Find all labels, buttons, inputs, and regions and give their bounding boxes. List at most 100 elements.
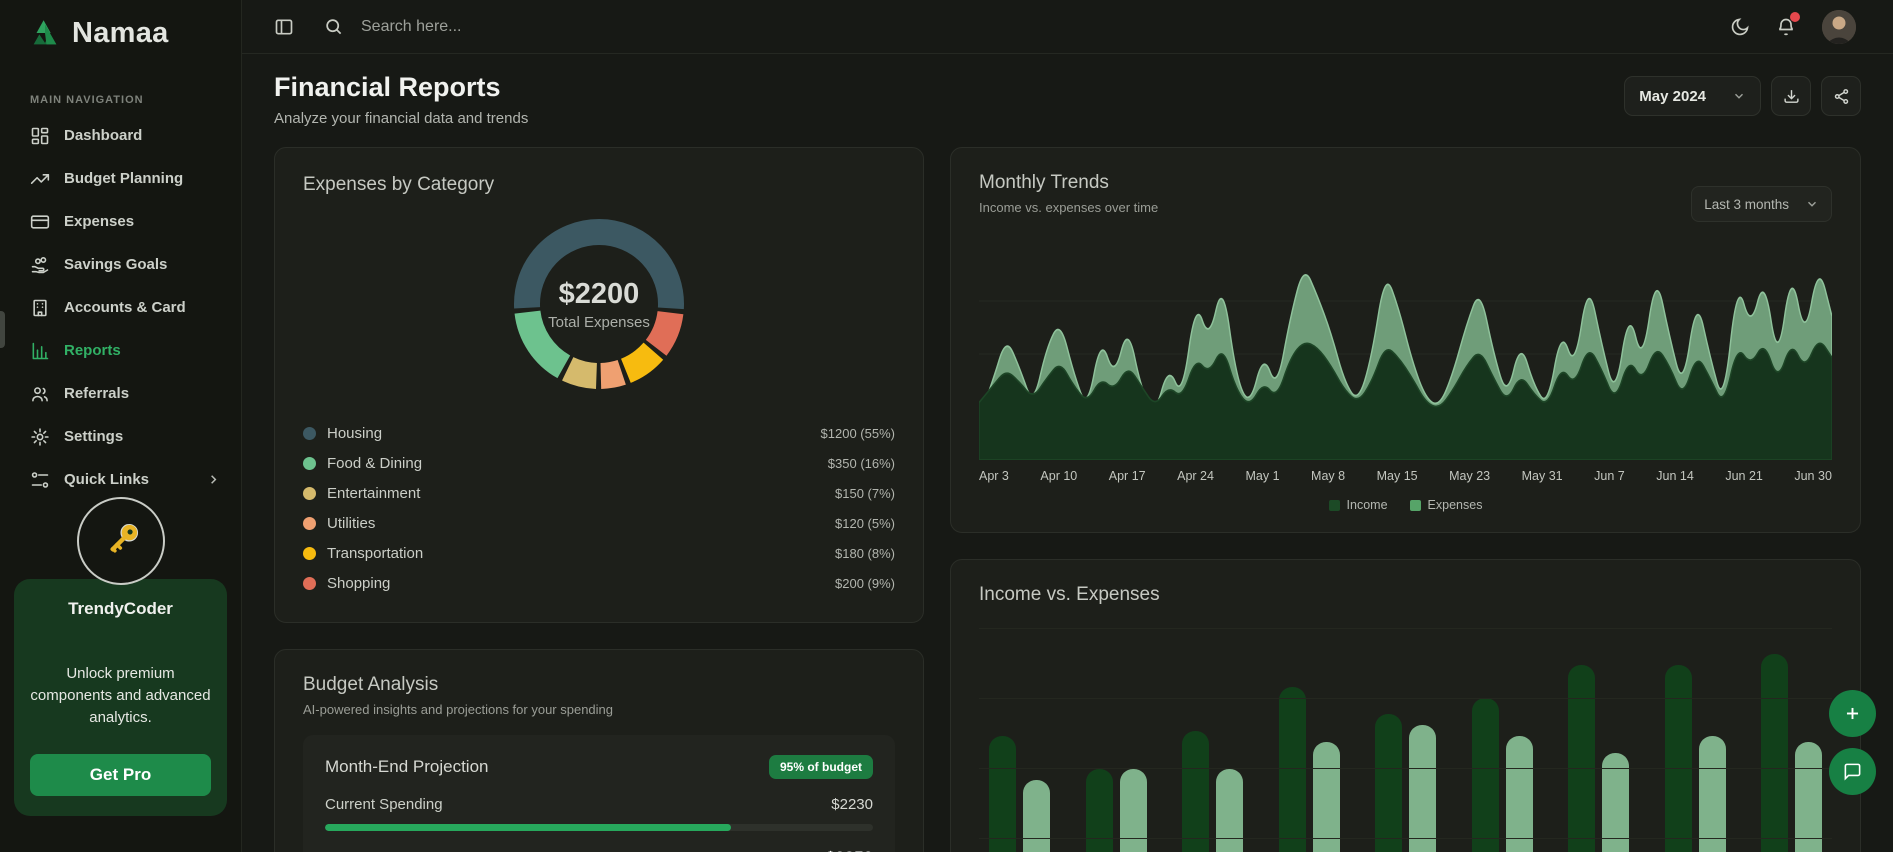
sidebar-item-expenses[interactable]: Expenses — [0, 200, 241, 243]
expenses-bar[interactable] — [1312, 741, 1340, 852]
budget-row-projected-total: Projected Total $2850 — [325, 848, 873, 852]
sidebar-item-label: Accounts & Card — [64, 299, 186, 316]
main-area: Financial Reports Analyze your financial… — [242, 0, 1893, 852]
bar-pair — [1375, 714, 1436, 852]
bar-chart-icon — [32, 342, 49, 359]
x-tick-label: May 1 — [1245, 469, 1280, 483]
expenses-bar[interactable] — [1505, 736, 1533, 852]
bar-pair — [989, 736, 1050, 852]
legend-dot — [303, 456, 316, 470]
trends-x-axis: Apr 3 Apr 10 Apr 17 Apr 24 May 1 May 8 May 15 M… — [979, 469, 1832, 483]
income-bar[interactable] — [1471, 697, 1499, 852]
legend-value: $350 (16%) — [827, 455, 895, 471]
bar-pair — [1664, 664, 1726, 852]
legend-label: Shopping — [327, 574, 391, 592]
sidebar-nav: Dashboard Budget Planning Expenses Savings … — [0, 114, 241, 501]
trends-area-chart — [979, 248, 1832, 460]
legend-value: $150 (7%) — [835, 485, 895, 501]
bar-pair — [1278, 686, 1340, 852]
donut-segment-shopping — [645, 310, 684, 356]
sidebar-item-label: Budget Planning — [64, 170, 184, 187]
sidebar-item-label: Quick Links — [64, 471, 150, 488]
budget-card-subtitle: AI-powered insights and projections for … — [303, 702, 614, 717]
expenses-bar[interactable] — [1119, 769, 1147, 852]
plus-icon — [1846, 707, 1859, 720]
expenses-bar[interactable] — [1698, 736, 1726, 852]
legend-label: Housing — [327, 424, 383, 442]
sidebar-item-referrals[interactable]: Referrals — [0, 372, 241, 415]
page-title: Financial Reports — [274, 72, 501, 102]
sidebar: Namaa MAIN NAVIGATION Dashboard Budget Pl… — [0, 0, 242, 852]
brand-logo-icon — [33, 20, 57, 45]
content: Financial Reports Analyze your financial… — [242, 54, 1893, 852]
donut-total-value: $2200 — [558, 277, 640, 310]
building-icon — [33, 299, 47, 316]
x-tick-label: Jun 21 — [1725, 469, 1763, 483]
period-select[interactable]: May 2024 — [1624, 76, 1761, 116]
legend-dot — [303, 426, 316, 440]
sidebar-item-quick-links[interactable]: Quick Links — [0, 458, 241, 501]
income-bar[interactable] — [1568, 664, 1595, 852]
x-tick-label: Apr 24 — [1177, 469, 1214, 483]
income-bar[interactable] — [1761, 653, 1788, 852]
sidebar-item-label: Expenses — [64, 213, 135, 230]
download-button[interactable] — [1771, 76, 1811, 116]
income-bar[interactable] — [1085, 769, 1113, 852]
chevron-right-icon — [211, 475, 217, 484]
legend-dot — [303, 516, 316, 530]
budget-row-label: Projected Total — [325, 850, 424, 852]
expenses-bar[interactable] — [1216, 769, 1243, 852]
trends-card-subtitle: Income vs. expenses over time — [979, 200, 1159, 215]
dark-mode-toggle[interactable] — [1730, 17, 1750, 37]
legend-value: $180 (8%) — [835, 545, 895, 561]
sidebar-toggle-button[interactable] — [274, 17, 294, 37]
legend-label: Entertainment — [327, 484, 421, 502]
sidebar-item-accounts-card[interactable]: Accounts & Card — [0, 286, 241, 329]
expenses-bar[interactable] — [1409, 725, 1436, 852]
get-pro-button[interactable]: Get Pro — [30, 754, 211, 797]
chat-bubble-icon — [1844, 763, 1861, 781]
legend-swatch — [1409, 499, 1421, 511]
budget-row-label: Current Spending — [325, 796, 443, 813]
income-bar[interactable] — [1278, 686, 1306, 852]
expenses-bar[interactable] — [1795, 741, 1822, 852]
legend-dot — [303, 546, 316, 560]
gridline — [979, 838, 1832, 839]
range-select[interactable]: Last 3 months — [1691, 186, 1832, 222]
sidebar-item-settings[interactable]: Settings — [0, 415, 241, 458]
chat-button[interactable] — [1829, 748, 1876, 795]
legend-label: Expenses — [1427, 498, 1483, 512]
income-bar[interactable] — [1664, 664, 1692, 852]
sidebar-item-budget-planning[interactable]: Budget Planning — [0, 157, 241, 200]
income-bar[interactable] — [1182, 730, 1209, 852]
legend-swatch — [1328, 499, 1340, 511]
expenses-bar[interactable] — [1602, 752, 1629, 852]
sidebar-item-reports[interactable]: Reports — [0, 329, 241, 372]
add-button[interactable] — [1829, 690, 1876, 737]
expenses-bar[interactable] — [1023, 780, 1050, 852]
notification-dot — [1790, 11, 1800, 22]
dashboard-icon — [31, 127, 49, 144]
panel-left-icon — [275, 19, 293, 34]
period-select-value: May 2024 — [1639, 87, 1706, 105]
income-bar[interactable] — [989, 736, 1016, 852]
topbar — [242, 0, 1893, 54]
donut-chart: $2200 Total Expenses — [513, 218, 685, 390]
search-input[interactable] — [361, 17, 791, 36]
legend-value: $1200 (55%) — [820, 425, 895, 441]
sidebar-item-dashboard[interactable]: Dashboard — [0, 114, 241, 157]
notifications-button[interactable] — [1776, 11, 1800, 37]
progress-fill — [325, 824, 731, 831]
sidebar-item-savings-goals[interactable]: Savings Goals — [0, 243, 241, 286]
sidebar-item-label: Settings — [64, 428, 124, 445]
bars-chart — [979, 628, 1832, 852]
trends-legend-expenses: Expenses — [1409, 498, 1483, 512]
promo-card: TrendyCoder Unlock premium components an… — [14, 497, 227, 817]
donut-segment-food-dining — [514, 310, 571, 379]
income-bar[interactable] — [1375, 714, 1402, 852]
user-avatar[interactable] — [1822, 9, 1856, 44]
search-icon — [326, 19, 342, 35]
active-indicator — [0, 311, 5, 348]
share-button[interactable] — [1821, 76, 1861, 116]
donut-segment-entertainment — [562, 356, 598, 389]
